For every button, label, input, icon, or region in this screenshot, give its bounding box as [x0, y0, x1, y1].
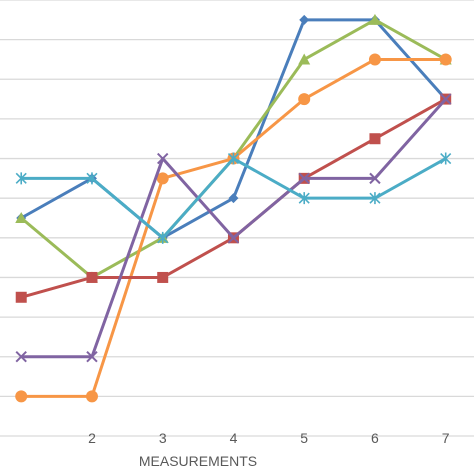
data-point: [369, 133, 381, 145]
data-point: [368, 13, 381, 25]
x-tick-label: 5: [300, 430, 308, 446]
data-point: [228, 193, 239, 204]
x-tick-label: 7: [442, 430, 450, 446]
data-point: [15, 172, 27, 185]
data-point: [15, 212, 28, 223]
x-axis-label: MEASUREMENTS: [139, 453, 257, 469]
data-point: [439, 93, 452, 105]
data-point: [227, 232, 240, 244]
x-tick-label: 2: [88, 430, 96, 446]
data-point: [227, 152, 240, 165]
series-5: [15, 93, 452, 363]
series-1: [16, 14, 451, 243]
data-point: [15, 351, 27, 363]
series-3: [15, 53, 452, 403]
data-point: [157, 152, 169, 165]
x-tick-label: 3: [159, 430, 167, 446]
data-point: [368, 53, 381, 66]
data-point: [298, 192, 310, 205]
data-point: [86, 351, 98, 363]
data-point: [299, 14, 310, 25]
gridlines: [0, 0, 474, 437]
data-point: [157, 231, 169, 244]
x-tick-label: 6: [371, 430, 379, 446]
data-point: [298, 53, 311, 65]
data-point: [86, 172, 98, 185]
x-tick-label: 4: [230, 430, 238, 446]
data-point: [439, 53, 452, 66]
data-point: [156, 172, 169, 185]
series-line: [20, 18, 447, 240]
data-point: [440, 152, 452, 165]
data-point: [298, 172, 310, 185]
data-point: [15, 390, 28, 403]
series-line: [21, 98, 447, 359]
data-point: [86, 271, 98, 283]
data-point: [157, 271, 169, 283]
data-point: [298, 93, 311, 106]
data-point: [369, 172, 381, 185]
series-lines: [15, 13, 452, 403]
x-axis-ticks: 2 3 4 5 6 7: [88, 430, 450, 446]
series-6: [15, 152, 452, 244]
data-point: [15, 291, 27, 303]
data-point: [85, 390, 98, 403]
series-line: [21, 57, 446, 398]
data-point: [369, 192, 381, 205]
